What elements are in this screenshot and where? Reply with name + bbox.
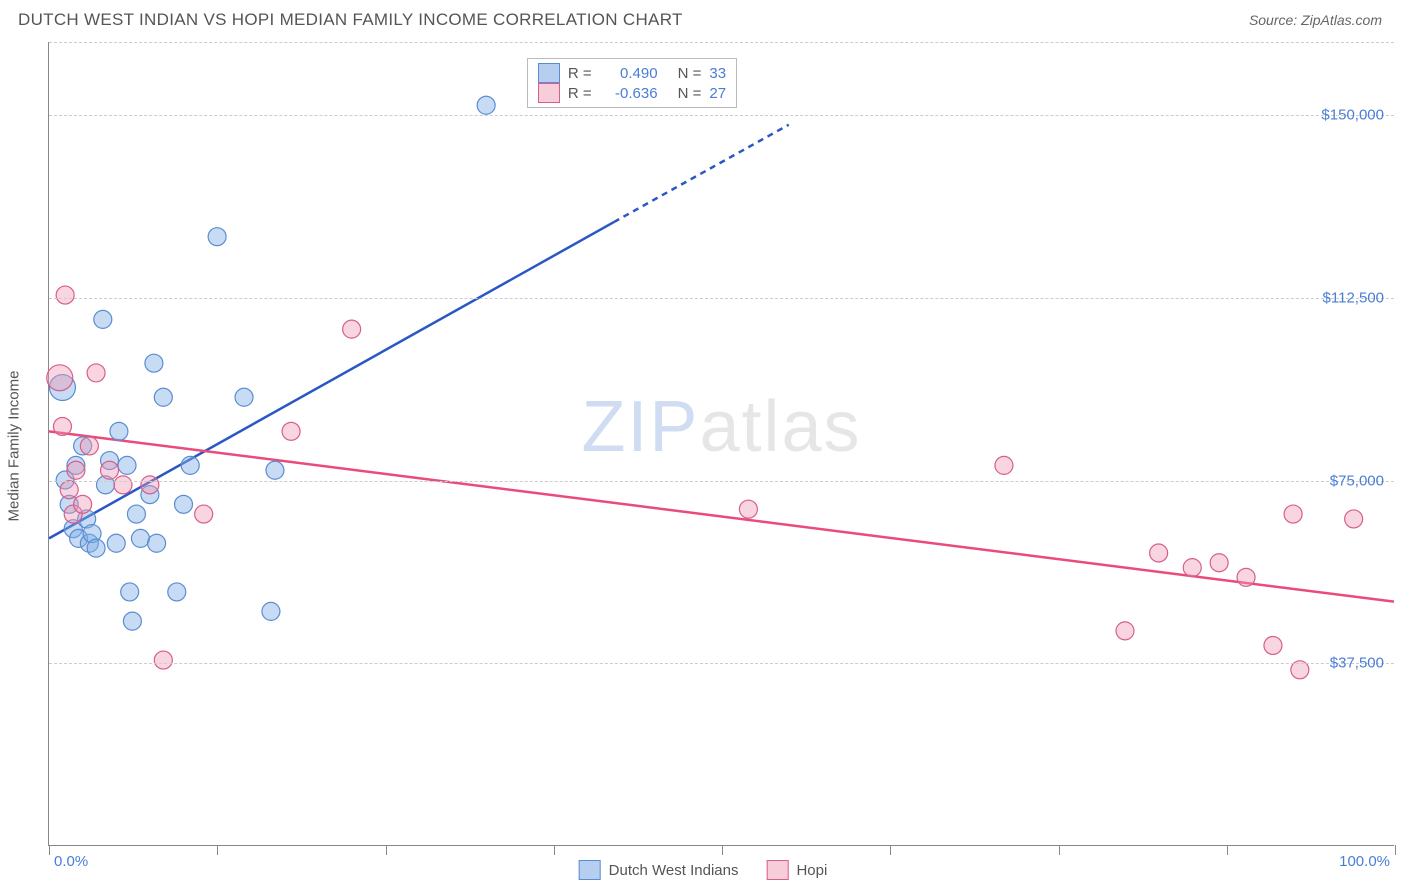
- y-tick-label: $150,000: [1321, 107, 1384, 124]
- data-point: [477, 96, 495, 114]
- data-point: [739, 500, 757, 518]
- legend-item: Dutch West Indians: [579, 860, 739, 880]
- legend-r-value: -0.636: [600, 85, 658, 102]
- data-point: [131, 529, 149, 547]
- legend-row: R = 0.490 N = 33: [538, 63, 726, 83]
- data-point: [107, 534, 125, 552]
- data-point: [1264, 636, 1282, 654]
- x-tick: [554, 845, 555, 855]
- gridline: [49, 115, 1394, 116]
- data-point: [1210, 554, 1228, 572]
- data-point: [282, 422, 300, 440]
- gridline: [49, 663, 1394, 664]
- source-label: Source: ZipAtlas.com: [1249, 12, 1382, 28]
- legend-n-value: 27: [709, 85, 726, 102]
- data-point: [121, 583, 139, 601]
- legend-swatch-icon: [579, 860, 601, 880]
- x-tick: [890, 845, 891, 855]
- correlation-legend: R = 0.490 N = 33 R = -0.636 N = 27: [527, 58, 737, 108]
- data-point: [1116, 622, 1134, 640]
- data-point: [175, 495, 193, 513]
- legend-swatch-icon: [538, 63, 560, 83]
- x-tick: [386, 845, 387, 855]
- data-point: [168, 583, 186, 601]
- x-tick: [1395, 845, 1396, 855]
- y-tick-label: $112,500: [1323, 289, 1384, 306]
- data-point: [94, 310, 112, 328]
- data-point: [47, 365, 73, 391]
- data-point: [181, 456, 199, 474]
- data-point: [995, 456, 1013, 474]
- y-tick-label: $37,500: [1330, 655, 1384, 672]
- legend-item: Hopi: [766, 860, 827, 880]
- legend-swatch-icon: [766, 860, 788, 880]
- y-tick-label: $75,000: [1330, 472, 1384, 489]
- data-point: [110, 422, 128, 440]
- legend-series-label: Dutch West Indians: [609, 862, 739, 879]
- data-point: [148, 534, 166, 552]
- data-point: [1284, 505, 1302, 523]
- series-legend: Dutch West Indians Hopi: [579, 860, 828, 880]
- data-point: [1237, 568, 1255, 586]
- data-point: [1183, 559, 1201, 577]
- x-axis-max-label: 100.0%: [1339, 853, 1390, 870]
- trend-line-dashed: [614, 125, 789, 222]
- x-tick: [722, 845, 723, 855]
- gridline: [49, 298, 1394, 299]
- x-tick: [217, 845, 218, 855]
- y-axis-title: Median Family Income: [6, 371, 23, 522]
- legend-r-label: R =: [568, 85, 592, 102]
- gridline: [49, 481, 1394, 482]
- legend-row: R = -0.636 N = 27: [538, 83, 726, 103]
- data-point: [87, 364, 105, 382]
- legend-n-label: N =: [678, 85, 702, 102]
- data-point: [266, 461, 284, 479]
- data-point: [87, 539, 105, 557]
- chart-plot-area: ZIPatlas $37,500$75,000$112,500$150,000 …: [48, 42, 1394, 846]
- data-point: [208, 228, 226, 246]
- data-point: [154, 651, 172, 669]
- legend-n-label: N =: [678, 65, 702, 82]
- data-point: [145, 354, 163, 372]
- data-point: [53, 417, 71, 435]
- data-point: [118, 456, 136, 474]
- chart-title: DUTCH WEST INDIAN VS HOPI MEDIAN FAMILY …: [18, 10, 683, 30]
- data-point: [67, 461, 85, 479]
- data-point: [154, 388, 172, 406]
- data-point: [343, 320, 361, 338]
- data-point: [80, 437, 98, 455]
- x-tick: [1227, 845, 1228, 855]
- legend-series-label: Hopi: [796, 862, 827, 879]
- data-point: [56, 286, 74, 304]
- x-tick: [49, 845, 50, 855]
- data-point: [123, 612, 141, 630]
- x-axis-min-label: 0.0%: [54, 853, 88, 870]
- data-point: [1150, 544, 1168, 562]
- data-point: [195, 505, 213, 523]
- legend-r-label: R =: [568, 65, 592, 82]
- data-point: [1345, 510, 1363, 528]
- legend-n-value: 33: [709, 65, 726, 82]
- data-point: [60, 481, 78, 499]
- data-point: [141, 476, 159, 494]
- x-tick: [1059, 845, 1060, 855]
- legend-r-value: 0.490: [600, 65, 658, 82]
- legend-swatch-icon: [538, 83, 560, 103]
- data-point: [235, 388, 253, 406]
- gridline: [49, 42, 1394, 43]
- data-point: [74, 495, 92, 513]
- data-point: [114, 476, 132, 494]
- data-point: [262, 602, 280, 620]
- scatter-svg: [49, 42, 1394, 845]
- data-point: [127, 505, 145, 523]
- data-point: [101, 461, 119, 479]
